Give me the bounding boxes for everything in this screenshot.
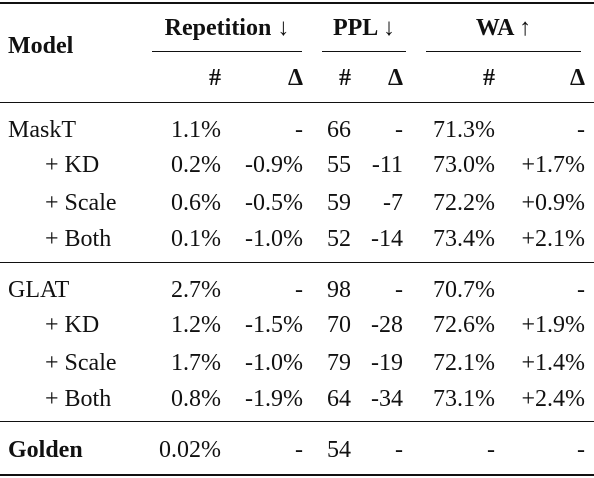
header-rule — [0, 102, 594, 103]
cell-ppl-delta: -28 — [371, 312, 403, 338]
cell-ppl-delta: -7 — [383, 190, 403, 216]
cell-rep-count: 0.6% — [171, 190, 221, 216]
cell-ppl-delta: - — [395, 117, 403, 143]
bottom-rule — [0, 474, 594, 476]
row-model-name: + Scale — [45, 350, 117, 376]
cell-rep-delta: -1.9% — [245, 386, 303, 412]
row-model-name: + Both — [45, 226, 112, 252]
cell-wa-count: - — [487, 437, 495, 463]
cell-rep-count: 1.2% — [171, 312, 221, 338]
cell-wa-count: 73.0% — [433, 152, 495, 178]
subheader-rep-delta: Δ — [287, 65, 303, 91]
subheader-ppl-delta: Δ — [387, 65, 403, 91]
header-model: Model — [8, 33, 74, 59]
cell-ppl-delta: -19 — [371, 350, 403, 376]
cell-rep-delta: - — [295, 117, 303, 143]
cell-ppl-count: 79 — [327, 350, 351, 376]
row-model-name: MaskT — [8, 117, 76, 143]
cell-ppl-count: 98 — [327, 277, 351, 303]
cell-wa-delta: +2.1% — [521, 226, 585, 252]
cell-rep-count: 0.1% — [171, 226, 221, 252]
cell-rep-delta: -0.5% — [245, 190, 303, 216]
row-model-name: + KD — [45, 312, 100, 338]
row-model-name: + Scale — [45, 190, 117, 216]
cell-wa-delta: +1.4% — [521, 350, 585, 376]
header-repetition: Repetition ↓ — [164, 15, 290, 41]
cell-wa-count: 73.1% — [433, 386, 495, 412]
cell-ppl-delta: -34 — [371, 386, 403, 412]
subheader-rep-count: # — [209, 65, 221, 91]
cell-ppl-count: 59 — [327, 190, 351, 216]
up-arrow-icon: ↑ — [519, 15, 532, 41]
cell-rep-count: 0.02% — [159, 437, 221, 463]
wa-cmidrule — [426, 51, 581, 52]
down-arrow-icon: ↓ — [277, 15, 290, 41]
cell-wa-delta: +1.9% — [521, 312, 585, 338]
header-ppl: PPL ↓ — [332, 15, 395, 41]
cell-wa-delta: +0.9% — [521, 190, 585, 216]
cell-wa-count: 72.6% — [433, 312, 495, 338]
header-wa: WA ↑ — [475, 15, 532, 41]
cell-ppl-delta: - — [395, 437, 403, 463]
cell-ppl-count: 64 — [327, 386, 351, 412]
cell-wa-delta: +1.7% — [521, 152, 585, 178]
cell-rep-delta: -0.9% — [245, 152, 303, 178]
row-model-name: + KD — [45, 152, 100, 178]
cell-rep-delta: - — [295, 437, 303, 463]
subheader-ppl-count: # — [339, 65, 351, 91]
cell-rep-count: 1.7% — [171, 350, 221, 376]
cell-ppl-count: 66 — [327, 117, 351, 143]
cell-ppl-delta: -11 — [371, 152, 403, 178]
cell-wa-count: 73.4% — [433, 226, 495, 252]
cell-rep-delta: -1.0% — [245, 226, 303, 252]
cell-wa-delta: - — [577, 117, 585, 143]
cell-rep-count: 1.1% — [171, 117, 221, 143]
cell-wa-count: 72.2% — [433, 190, 495, 216]
cell-wa-count: 72.1% — [433, 350, 495, 376]
cell-rep-count: 2.7% — [171, 277, 221, 303]
cell-wa-delta: +2.4% — [521, 386, 585, 412]
cell-rep-delta: -1.5% — [245, 312, 303, 338]
subheader-wa-delta: Δ — [569, 65, 585, 91]
cell-rep-count: 0.2% — [171, 152, 221, 178]
cell-wa-count: 70.7% — [433, 277, 495, 303]
cell-ppl-count: 54 — [327, 437, 351, 463]
cell-wa-count: 71.3% — [433, 117, 495, 143]
cell-ppl-delta: - — [395, 277, 403, 303]
row-model-name: GLAT — [8, 277, 70, 303]
subheader-wa-count: # — [483, 65, 495, 91]
top-rule — [0, 2, 594, 4]
ppl-cmidrule — [322, 51, 406, 52]
cell-wa-delta: - — [577, 437, 585, 463]
cell-ppl-count: 52 — [327, 226, 351, 252]
mid-rule-2 — [0, 421, 594, 422]
repetition-cmidrule — [152, 51, 302, 52]
cell-rep-count: 0.8% — [171, 386, 221, 412]
cell-wa-delta: - — [577, 277, 585, 303]
cell-ppl-count: 55 — [327, 152, 351, 178]
cell-ppl-delta: -14 — [371, 226, 403, 252]
row-model-name: Golden — [8, 437, 83, 463]
row-model-name: + Both — [45, 386, 112, 412]
cell-ppl-count: 70 — [327, 312, 351, 338]
cell-rep-delta: -1.0% — [245, 350, 303, 376]
mid-rule-1 — [0, 262, 594, 263]
cell-rep-delta: - — [295, 277, 303, 303]
down-arrow-icon: ↓ — [383, 15, 395, 41]
